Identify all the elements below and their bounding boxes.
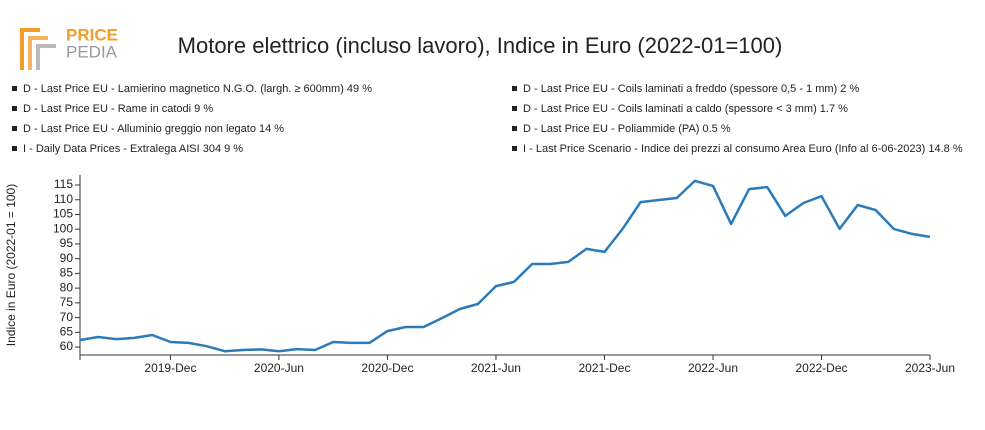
x-tick-label: 2023-Jun (905, 361, 955, 375)
legend-item: I - Last Price Scenario - Indice dei pre… (523, 143, 963, 155)
x-tick-label: 2019-Dec (144, 361, 196, 375)
legend-marker (12, 106, 17, 111)
data-line (79, 179, 931, 353)
logo: PRICE PEDIA (20, 25, 118, 70)
logo-mark (28, 36, 48, 70)
legend-item: I - Daily Data Prices - Extralega AISI 3… (23, 143, 243, 155)
legend-marker (512, 86, 517, 91)
y-tick-label: 95 (60, 236, 74, 250)
y-tick-label: 75 (60, 295, 74, 309)
legend-item: D - Last Price EU - Poliammide (PA) 0.5 … (523, 123, 731, 135)
logo-text: PRICE (66, 25, 118, 44)
y-tick-label: 60 (60, 339, 74, 353)
x-tick-label: 2020-Jun (254, 361, 304, 375)
legend-item: D - Last Price EU - Coils laminati a cal… (523, 103, 848, 115)
legend-marker (512, 106, 517, 111)
y-tick-label: 90 (60, 251, 74, 265)
y-tick-label: 115 (54, 177, 73, 191)
y-axis-label: Indice in Euro (2022-01 = 100) (4, 184, 18, 346)
y-tick-label: 100 (53, 221, 73, 235)
x-tick-label: 2020-Dec (361, 361, 413, 375)
y-tick-label: 65 (60, 324, 74, 338)
chart-title: Motore elettrico (incluso lavoro), Indic… (178, 33, 783, 58)
legend-marker (12, 126, 17, 131)
x-tick-label: 2022-Dec (795, 361, 847, 375)
y-tick-label: 105 (53, 207, 73, 221)
legend-item: D - Last Price EU - Rame in catodi 9 % (23, 103, 213, 115)
legend-marker (512, 146, 517, 151)
y-tick-label: 80 (60, 280, 74, 294)
logo-text: PEDIA (66, 42, 118, 61)
legend-item: D - Last Price EU - Alluminio greggio no… (23, 123, 284, 135)
legend-marker (12, 86, 17, 91)
y-tick-label: 110 (54, 192, 73, 206)
x-tick-label: 2021-Jun (471, 361, 521, 375)
legend-marker (512, 126, 517, 131)
legend-item: D - Last Price EU - Coils laminati a fre… (523, 83, 859, 95)
legend-marker (12, 146, 17, 151)
legend-item: D - Last Price EU - Lamierino magnetico … (23, 83, 372, 95)
y-tick-label: 85 (60, 266, 74, 280)
logo-mark (36, 44, 56, 70)
logo-mark (20, 28, 40, 70)
x-tick-label: 2021-Dec (578, 361, 630, 375)
x-tick-label: 2022-Jun (688, 361, 738, 375)
y-tick-label: 70 (60, 310, 74, 324)
